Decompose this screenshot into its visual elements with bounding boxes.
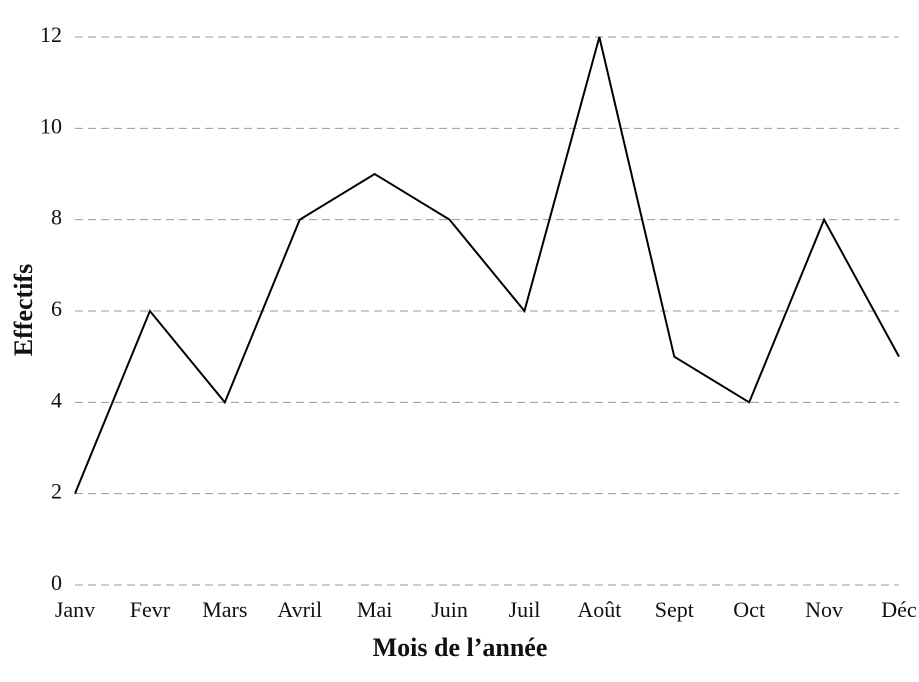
x-tick-label: Mai (357, 597, 392, 622)
x-tick-label: Nov (805, 597, 843, 622)
y-tick-label: 8 (51, 205, 62, 230)
x-axis-title: Mois de l’année (373, 633, 548, 662)
y-tick-label: 0 (51, 570, 62, 595)
y-tick-label: 10 (40, 113, 62, 138)
line (74, 36, 900, 495)
x-tick-label: Sept (655, 597, 694, 622)
y-tick-label: 2 (51, 479, 62, 504)
y-tick-label: 12 (40, 22, 62, 47)
x-tick-label: Juin (431, 597, 468, 622)
x-tick-label: Juil (509, 597, 541, 622)
y-axis-title: Effectifs (9, 264, 38, 356)
x-tick-label: Avril (277, 597, 322, 622)
x-tick-label: Fevr (130, 597, 171, 622)
x-tick-label: Déc (881, 597, 917, 622)
x-tick-label: Oct (733, 597, 765, 622)
y-tick-label: 4 (51, 387, 62, 412)
y-tick-label: 6 (51, 296, 62, 321)
x-tick-label: Août (577, 597, 621, 622)
x-tick-label: Janv (55, 597, 95, 622)
x-tick-label: Mars (202, 597, 247, 622)
